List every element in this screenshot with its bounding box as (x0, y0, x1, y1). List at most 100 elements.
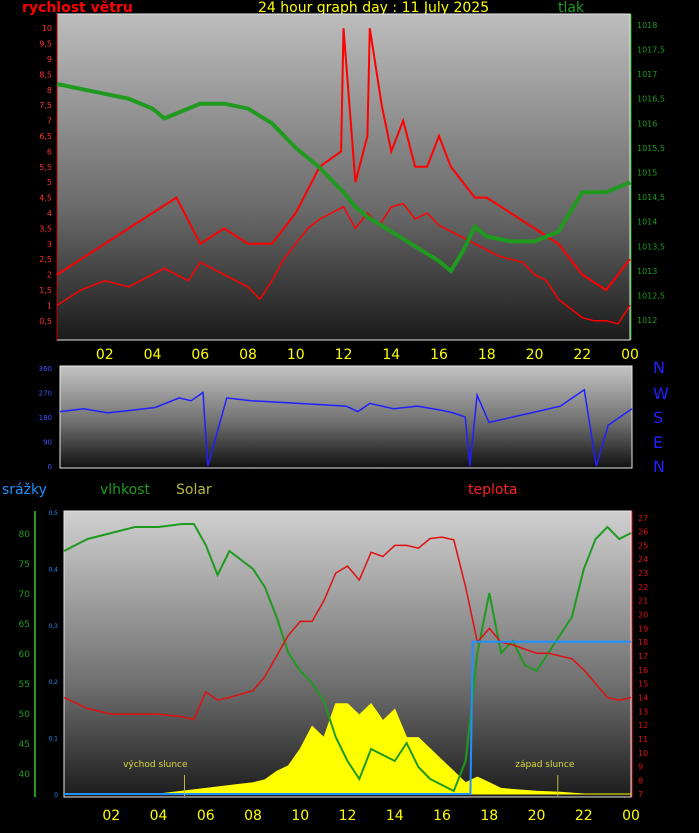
wind-tick-label: 2,5 (39, 255, 52, 264)
direction-tick-label: 0 (48, 463, 52, 471)
dir-letter-e: E (653, 433, 664, 452)
time-tick-label: 12 (335, 347, 353, 363)
rain-line (64, 640, 631, 795)
rain-tick-label: 0,5 (48, 510, 58, 517)
direction-plot-area (59, 365, 633, 469)
direction-tick-label: 360 (39, 365, 52, 373)
page-title: 24 hour graph day : 11 July 2025 (258, 0, 490, 16)
humidity-tick-label: 55 (19, 680, 30, 690)
dir-letter-n-2: N (653, 457, 665, 476)
sunrise-label: východ slunce (123, 760, 188, 770)
pressure-line (56, 82, 631, 275)
temperature-label: teplota (468, 482, 518, 498)
humidity-tick-label: 45 (19, 740, 30, 750)
rain-tick-label: 0,1 (48, 736, 58, 743)
pressure-tick-label: 1015,5 (637, 144, 665, 153)
temperature-tick-label: 11 (638, 735, 648, 744)
time-tick-label: 12 (339, 808, 357, 824)
temperature-tick-label: 19 (638, 624, 648, 633)
time-tick-label: 02 (96, 347, 114, 363)
wind-tick-label: 8,5 (39, 70, 52, 79)
time-tick-label: 14 (382, 347, 400, 363)
solar-label: Solar (176, 482, 212, 498)
time-tick-label: 02 (102, 808, 120, 824)
wind-tick-label: 6 (47, 147, 52, 156)
humidity-tick-label: 70 (19, 590, 31, 600)
rain-tick-label: 0,4 (48, 566, 58, 573)
wind-tick-label: 3,5 (39, 224, 52, 233)
pressure-tick-label: 1012,5 (637, 292, 665, 301)
solar-area (64, 703, 631, 795)
wind-tick-label: 4 (47, 209, 52, 218)
pressure-tick-label: 1013,5 (637, 242, 665, 251)
humidity-tick-label: 40 (19, 770, 31, 780)
time-tick-label: 20 (528, 808, 546, 824)
time-tick-label: 04 (150, 808, 168, 824)
temperature-tick-label: 27 (638, 514, 648, 523)
rain-tick-label: 0,3 (48, 623, 58, 630)
pressure-tick-label: 1015 (637, 169, 657, 178)
wind-tick-label: 4,5 (39, 194, 52, 203)
time-tick-label: 16 (430, 347, 448, 363)
time-tick-label: 22 (575, 808, 593, 824)
sunset-label: západ slunce (515, 760, 575, 770)
time-tick-label: 04 (144, 347, 162, 363)
temperature-tick-label: 12 (638, 721, 648, 730)
time-tick-label: 18 (478, 347, 496, 363)
time-tick-label: 10 (287, 347, 305, 363)
pressure-tick-label: 1014,5 (637, 193, 665, 202)
temperature-tick-label: 17 (638, 652, 648, 661)
temperature-tick-label: 10 (638, 749, 648, 758)
humidity-tick-label: 65 (19, 620, 30, 630)
wind-tick-label: 8 (47, 86, 52, 95)
time-tick-label: 00 (621, 347, 639, 363)
direction-line (59, 388, 633, 467)
humidity-tick-label: 80 (19, 530, 31, 540)
pressure-tick-label: 1016 (637, 119, 657, 128)
temperature-tick-label: 7 (638, 790, 643, 799)
temperature-tick-label: 21 (638, 597, 648, 606)
time-tick-label: 08 (239, 347, 257, 363)
wind-tick-label: 3 (47, 240, 52, 249)
temperature-tick-label: 23 (638, 569, 648, 578)
dir-letter-s: S (653, 408, 664, 427)
temperature-tick-label: 24 (638, 555, 648, 564)
pressure-tick-label: 1017 (637, 70, 657, 79)
humidity-label: vlhkost (100, 482, 151, 498)
temperature-tick-label: 16 (638, 666, 648, 675)
temperature-tick-label: 22 (638, 583, 648, 592)
temperature-line (63, 536, 632, 721)
dir-letter-n: N (653, 358, 665, 377)
wind-tick-label: 5 (47, 178, 52, 187)
wind-tick-label: 7,5 (39, 101, 52, 110)
time-tick-label: 06 (191, 347, 209, 363)
temperature-tick-label: 18 (638, 638, 648, 647)
pressure-tick-label: 1018 (637, 21, 657, 30)
wind-tick-label: 1,5 (39, 286, 52, 295)
time-tick-label: 18 (480, 808, 498, 824)
temperature-tick-label: 20 (638, 611, 648, 620)
humidity-tick-label: 50 (19, 710, 31, 720)
rain-label: srážky (2, 482, 47, 498)
wind-tick-label: 5,5 (39, 163, 52, 172)
rain-tick-label: 0,2 (48, 679, 58, 686)
wind-tick-label: 10 (42, 24, 52, 33)
time-tick-label: 08 (244, 808, 262, 824)
wind-tick-label: 9,5 (39, 40, 52, 49)
time-tick-label: 10 (291, 808, 309, 824)
pressure-tick-label: 1012 (637, 316, 657, 325)
time-tick-label: 00 (622, 808, 640, 824)
temperature-tick-label: 14 (638, 693, 648, 702)
humidity-tick-label: 75 (19, 560, 30, 570)
time-tick-label: 20 (526, 347, 544, 363)
pressure-label: tlak (558, 0, 585, 16)
dir-letter-w: W (653, 384, 669, 403)
wind-tick-label: 6,5 (39, 132, 52, 141)
wind-speed-label: rychlost větru (22, 0, 133, 16)
temperature-tick-label: 25 (638, 541, 648, 550)
humidity-tick-label: 60 (19, 650, 31, 660)
time-tick-label: 14 (386, 808, 404, 824)
pressure-tick-label: 1016,5 (637, 95, 665, 104)
pressure-tick-label: 1013 (637, 267, 657, 276)
